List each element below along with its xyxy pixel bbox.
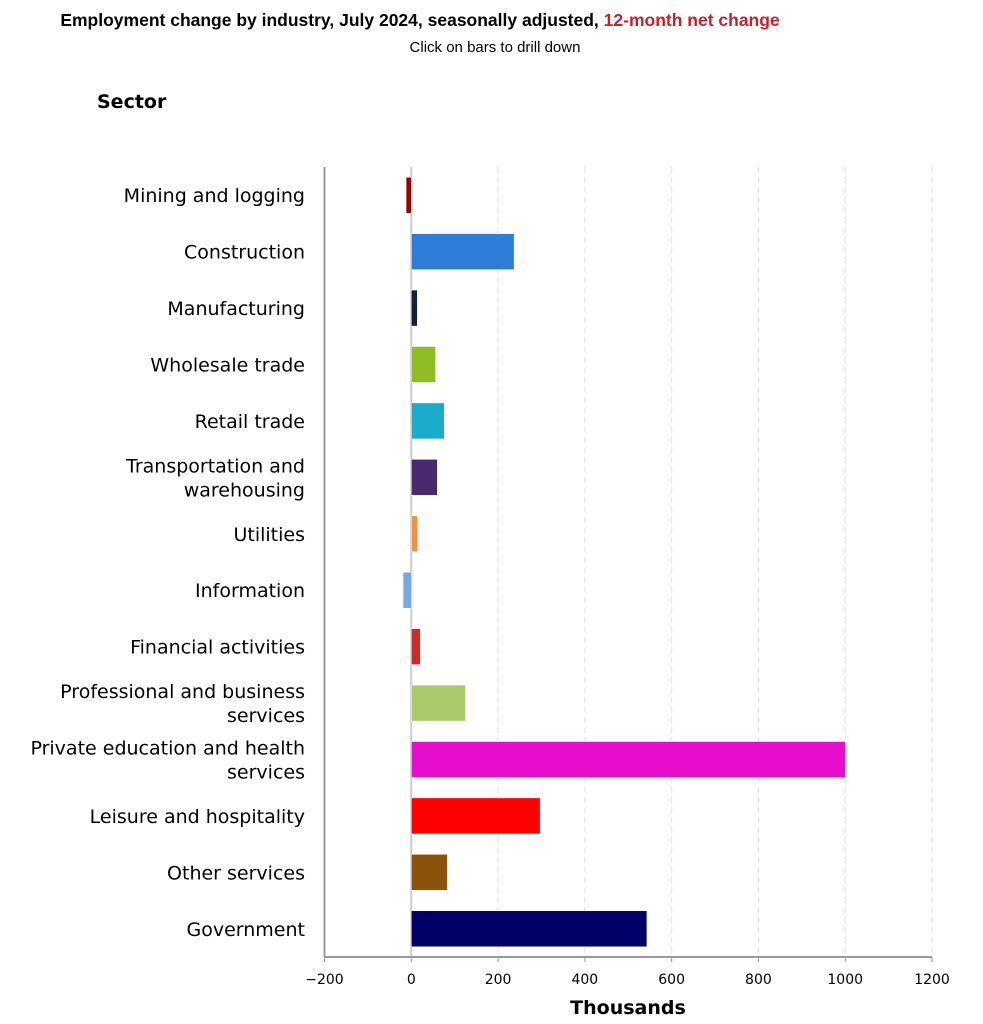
bar-leisure-and-hospitality[interactable] xyxy=(411,797,541,835)
category-label: Wholesale trade xyxy=(150,355,305,377)
x-tick-label: 200 xyxy=(485,972,512,988)
category-label-line: Transportation and xyxy=(125,455,305,477)
category-label-line: Information xyxy=(195,580,305,602)
category-label: Transportation and warehousing xyxy=(125,455,305,501)
x-tick-label: 800 xyxy=(745,972,772,988)
category-label-line: Retail trade xyxy=(195,411,305,433)
x-tick-label: 600 xyxy=(658,972,685,988)
y-axis-title: Sector xyxy=(97,91,167,113)
category-label-line: Private education and health xyxy=(30,738,305,760)
bar-manufacturing[interactable] xyxy=(411,289,418,327)
x-tick-label: 1000 xyxy=(827,972,863,988)
category-label-line: Wholesale trade xyxy=(150,355,305,377)
bar-transportation-and-warehousing[interactable] xyxy=(411,459,438,496)
category-label-line: Utilities xyxy=(233,524,305,546)
category-label-line: Leisure and hospitality xyxy=(90,806,305,828)
category-label-line: services xyxy=(227,705,305,727)
category-label: Financial activities xyxy=(130,637,305,659)
category-label: Utilities xyxy=(233,524,305,546)
bar-retail-trade[interactable] xyxy=(411,402,445,440)
category-label-line: Government xyxy=(187,919,306,941)
category-label: Private education and health services xyxy=(30,738,305,784)
chart-subtitle: Click on bars to drill down xyxy=(409,39,581,56)
category-label: Mining and logging xyxy=(124,185,305,207)
category-label: Retail trade xyxy=(195,411,305,433)
bar-government[interactable] xyxy=(411,910,648,948)
x-tick-label: 0 xyxy=(407,972,416,988)
category-label-line: services xyxy=(227,762,305,784)
category-label: Information xyxy=(195,580,305,602)
category-label-line: Other services xyxy=(167,862,305,884)
bar-information[interactable] xyxy=(402,571,412,609)
x-axis-title: Thousands xyxy=(570,997,686,1019)
category-label: Manufacturing xyxy=(167,298,305,320)
x-tick-label: 1200 xyxy=(914,972,950,988)
category-label-line: Financial activities xyxy=(130,637,305,659)
bar-wholesale-trade[interactable] xyxy=(411,346,436,383)
category-label-line: warehousing xyxy=(184,479,305,501)
category-label-line: Construction xyxy=(184,242,305,264)
bar-mining-and-logging[interactable] xyxy=(405,176,412,214)
bar-financial-activities[interactable] xyxy=(411,628,421,665)
category-label-line: Professional and business xyxy=(60,681,305,703)
chart-title-highlight: 12-month net change xyxy=(603,10,780,30)
category-label: Construction xyxy=(184,242,305,264)
category-label: Professional and business services xyxy=(60,681,305,727)
category-label: Other services xyxy=(167,862,305,884)
bar-professional-and-business-services[interactable] xyxy=(411,684,466,722)
category-label-line: Manufacturing xyxy=(167,298,305,320)
category-label: Government xyxy=(187,919,306,941)
category-label-line: Mining and logging xyxy=(124,185,305,207)
bar-construction[interactable] xyxy=(411,233,515,270)
bar-other-services[interactable] xyxy=(411,854,448,891)
category-label: Leisure and hospitality xyxy=(90,806,305,828)
x-tick-label: 400 xyxy=(571,972,598,988)
bar-private-education-and-health-services[interactable] xyxy=(411,741,846,778)
x-tick-label: −200 xyxy=(305,972,343,988)
chart-title: Employment change by industry, July 2024… xyxy=(60,10,780,30)
bar-utilities[interactable] xyxy=(411,515,418,553)
